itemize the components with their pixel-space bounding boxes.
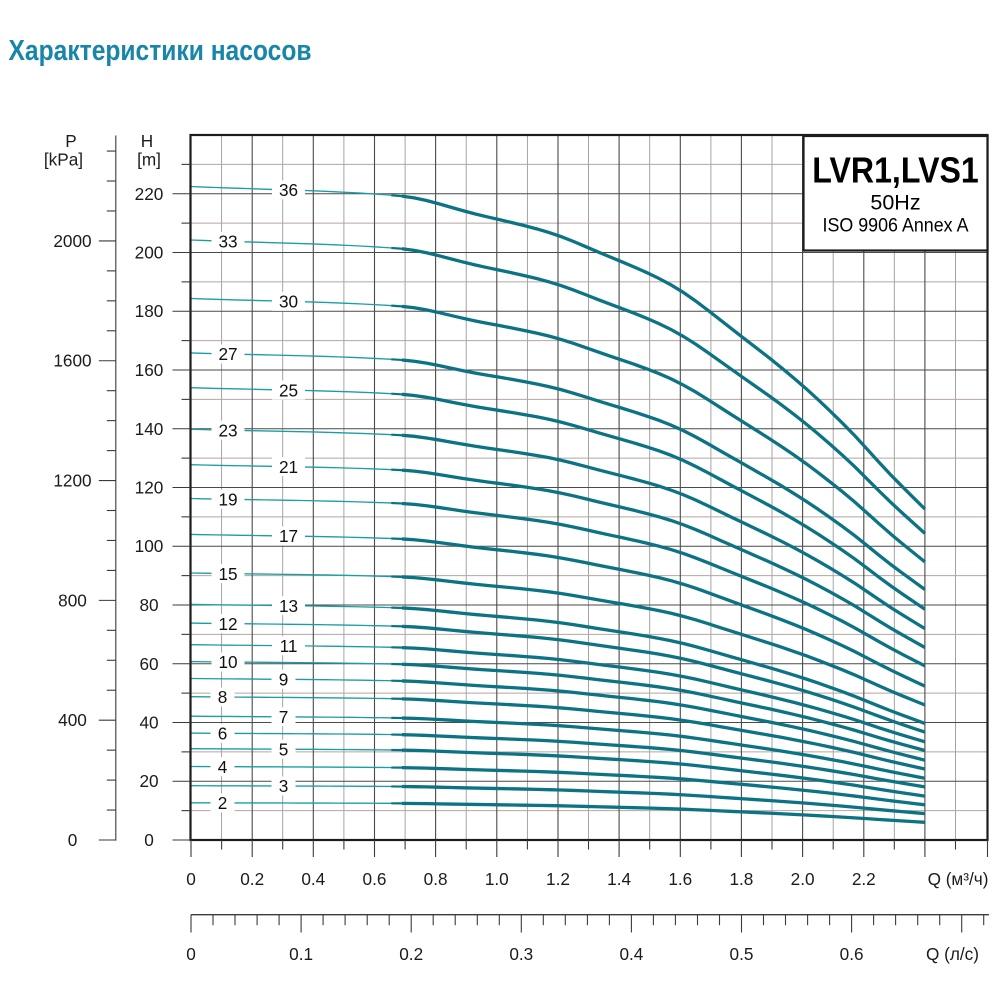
svg-text:2000: 2000 [53,231,91,251]
svg-text:19: 19 [218,490,237,510]
svg-text:15: 15 [218,564,237,584]
svg-text:0.6: 0.6 [840,944,864,964]
svg-text:ISO 9906 Annex A: ISO 9906 Annex A [823,216,969,237]
svg-text:0: 0 [144,830,154,850]
svg-text:100: 100 [135,536,164,556]
svg-text:LVR1,LVS1: LVR1,LVS1 [812,149,979,190]
svg-text:1.6: 1.6 [668,869,692,889]
svg-text:20: 20 [139,771,158,791]
svg-text:0.4: 0.4 [619,944,643,964]
svg-text:200: 200 [135,243,164,263]
svg-text:2.2: 2.2 [852,869,876,889]
svg-text:120: 120 [135,478,164,498]
svg-text:33: 33 [218,232,237,252]
svg-text:6: 6 [218,724,228,744]
svg-text:17: 17 [279,526,298,546]
svg-text:7: 7 [279,707,289,727]
svg-text:25: 25 [279,380,298,400]
svg-text:5: 5 [279,739,289,759]
svg-text:[m]: [m] [137,150,161,170]
svg-text:400: 400 [58,710,87,730]
svg-text:H: H [141,131,153,151]
svg-text:3: 3 [279,776,289,796]
svg-text:800: 800 [58,590,87,610]
svg-text:40: 40 [139,713,158,733]
svg-text:8: 8 [218,687,228,707]
svg-text:Характеристики насосов: Характеристики насосов [9,35,312,67]
svg-text:2.0: 2.0 [791,869,815,889]
svg-text:10: 10 [218,652,237,672]
svg-text:0: 0 [186,944,196,964]
svg-text:12: 12 [218,614,237,634]
svg-text:0.3: 0.3 [509,944,533,964]
svg-text:160: 160 [135,360,164,380]
svg-text:1.0: 1.0 [485,869,509,889]
svg-text:80: 80 [139,595,158,615]
svg-text:0.1: 0.1 [289,944,313,964]
svg-text:50Hz: 50Hz [870,191,920,215]
svg-text:23: 23 [218,420,237,440]
svg-text:30: 30 [279,292,298,312]
svg-text:13: 13 [279,596,298,616]
svg-text:220: 220 [135,184,164,204]
svg-text:180: 180 [135,301,164,321]
svg-text:[kPa]: [kPa] [44,150,83,170]
svg-text:140: 140 [135,419,164,439]
svg-text:0.6: 0.6 [363,869,387,889]
svg-text:1200: 1200 [53,471,91,491]
svg-text:0: 0 [186,869,196,889]
svg-text:11: 11 [280,636,298,656]
svg-text:1600: 1600 [53,351,91,371]
svg-text:1.8: 1.8 [729,869,753,889]
svg-text:0.5: 0.5 [730,944,754,964]
svg-text:0.2: 0.2 [399,944,423,964]
svg-text:0.2: 0.2 [240,869,264,889]
svg-text:2: 2 [218,793,228,813]
svg-text:0.8: 0.8 [424,869,448,889]
svg-text:1.4: 1.4 [607,869,631,889]
svg-text:0: 0 [68,830,78,850]
svg-text:27: 27 [218,344,237,364]
svg-text:Q (м³/ч): Q (м³/ч) [928,869,989,889]
svg-text:1.2: 1.2 [546,869,570,889]
svg-text:4: 4 [218,757,228,777]
svg-text:60: 60 [139,654,158,674]
svg-text:9: 9 [279,670,289,690]
svg-text:Q (л/с): Q (л/с) [926,944,979,964]
svg-text:0.4: 0.4 [301,869,325,889]
svg-text:21: 21 [279,457,298,477]
svg-text:P: P [65,131,76,151]
svg-text:36: 36 [279,180,298,200]
